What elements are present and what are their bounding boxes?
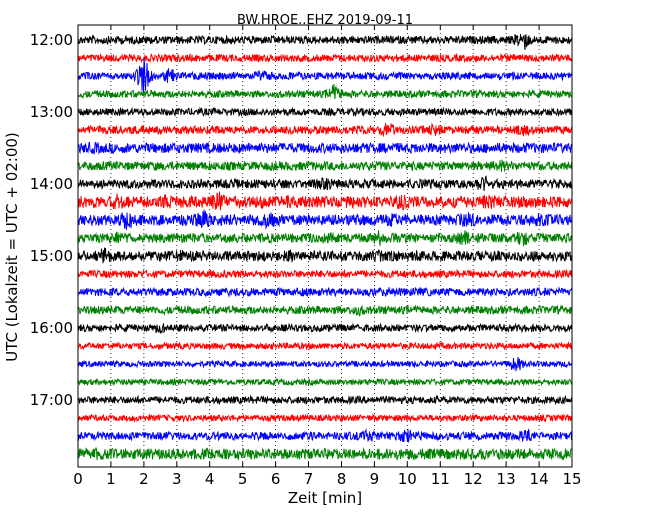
seismogram-trace [77,394,573,406]
y-tick-label: 12:00 [30,31,73,49]
x-tick-label: 5 [238,470,248,488]
seismogram-trace [77,268,573,280]
seismogram-trace [77,377,573,387]
seismogram-trace [77,175,573,192]
seismogram-trace [77,34,573,50]
seismogram-trace [77,341,573,351]
seismogram-trace [77,286,573,298]
y-tick-label: 17:00 [30,391,73,409]
y-tick-label: 16:00 [30,319,73,337]
x-tick-label: 13 [497,470,516,488]
seismogram-trace [77,247,573,264]
x-tick-label: 6 [271,470,281,488]
y-tick-label: 15:00 [30,247,73,265]
grid-lines [110,25,540,467]
y-axis-label: UTC (Lokalzeit = UTC + 02:00) [3,132,21,362]
x-tick-label: 10 [398,470,417,488]
seismogram-trace [77,122,573,137]
chart-title: BW.HROE..EHZ 2019-09-11 [237,13,413,28]
seismogram-trace [77,141,573,156]
seismogram-trace [77,413,573,423]
x-tick-label: 1 [106,470,116,488]
seismogram-trace [77,322,573,335]
x-tick-label: 2 [139,470,149,488]
x-tick-label: 7 [304,470,314,488]
seismogram-trace [77,209,573,231]
seismogram-trace [77,159,573,172]
seismogram-trace [77,52,573,64]
seismogram-trace [77,191,573,211]
plot-frame [77,24,573,468]
y-tick-label: 13:00 [30,103,73,121]
x-tick-label: 14 [530,470,549,488]
trace-layer [77,34,573,461]
seismogram-trace [77,106,573,118]
seismogram-trace [77,83,573,100]
seismogram-trace [77,357,573,372]
x-tick-label: 4 [205,470,215,488]
x-tick-label: 3 [172,470,182,488]
seismogram-trace [77,446,573,461]
x-tick-label: 15 [562,470,581,488]
x-tick-label: 8 [337,470,347,488]
seismogram-trace [77,304,573,317]
tick-layer: 0 1 2 3 4 5 6 7 8 9 10 11 12 13 14 1512:0013:0014:0015:… [30,25,582,488]
seismogram-trace [77,428,573,443]
x-tick-label: 12 [464,470,483,488]
y-tick-label: 14:00 [30,175,73,193]
seismogram-trace [77,57,573,94]
seismogram-trace [77,230,573,247]
x-tick-label: 9 [370,470,380,488]
x-axis-label: Zeit [min] [288,489,362,507]
x-tick-label: 0 [73,470,83,488]
x-tick-label: 11 [431,470,450,488]
